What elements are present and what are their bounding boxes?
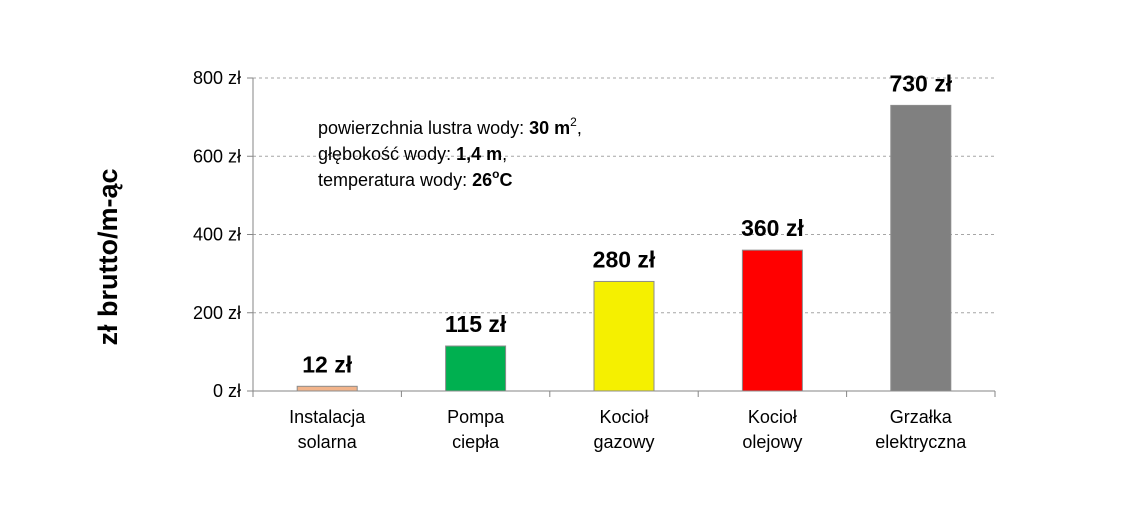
bar [296, 385, 358, 392]
annotation-line-1-sup: 2 [570, 115, 577, 129]
bar [445, 345, 507, 392]
annotation-line-2-text: głębokość wody: [318, 144, 456, 164]
bar-layer [296, 104, 952, 392]
label-layer: 12 zł Instalacja solarna 115 zł Pompa ciepła 2… [289, 70, 967, 452]
annotation-line-3-tail: C [499, 170, 512, 190]
x-tick-label: solarna [298, 432, 358, 452]
y-tick-label: 200 zł [193, 303, 241, 323]
annotation-line-2: głębokość wody: 1,4 m, [318, 144, 507, 164]
annotation-line-3: temperatura wody: 26oC [318, 167, 512, 190]
data-label: 360 zł [741, 215, 804, 241]
annotation-line-3-sup: o [492, 167, 499, 181]
annotation-line-2-value: 1,4 m [456, 144, 502, 164]
annotation-line-1-tail: , [577, 118, 582, 138]
axis-layer: 0 zł 200 zł 400 zł 600 zł 800 zł [193, 68, 996, 401]
y-tick-label: 600 zł [193, 146, 241, 166]
data-label: 730 zł [889, 70, 952, 96]
annotation-line-1-text: powierzchnia lustra wody: [318, 118, 529, 138]
annotation-line-1-value: 30 m [529, 118, 570, 138]
x-tick-label: Pompa [447, 407, 505, 427]
grid-layer [253, 77, 995, 314]
data-label: 115 zł [445, 311, 507, 337]
annotation-line-3-value: 26 [472, 170, 492, 190]
y-tick-label: 800 zł [193, 68, 241, 88]
y-tick-label: 400 zł [193, 225, 241, 245]
y-axis-title: zł brutto/m-ąc [93, 168, 123, 345]
annotation-line-1: powierzchnia lustra wody: 30 m2, [318, 115, 582, 138]
annotation-line-3-text: temperatura wody: [318, 170, 472, 190]
x-tick-label: Kocioł [599, 407, 648, 427]
y-tick-label: 0 zł [213, 381, 241, 401]
x-tick-label: gazowy [593, 432, 654, 452]
annotation-line-2-tail: , [502, 144, 507, 164]
x-tick-label: Instalacja [289, 407, 366, 427]
bar [890, 104, 952, 392]
data-label: 12 zł [302, 351, 352, 377]
x-tick-label: elektryczna [875, 432, 967, 452]
bar [741, 249, 803, 392]
chart-annotation: powierzchnia lustra wody: 30 m2, głęboko… [318, 115, 582, 190]
x-tick-label: olejowy [742, 432, 802, 452]
x-tick-label: Grzałka [890, 407, 953, 427]
data-label: 280 zł [593, 246, 656, 272]
bar [593, 280, 655, 392]
x-tick-label: ciepła [452, 432, 500, 452]
x-tick-label: Kocioł [748, 407, 797, 427]
